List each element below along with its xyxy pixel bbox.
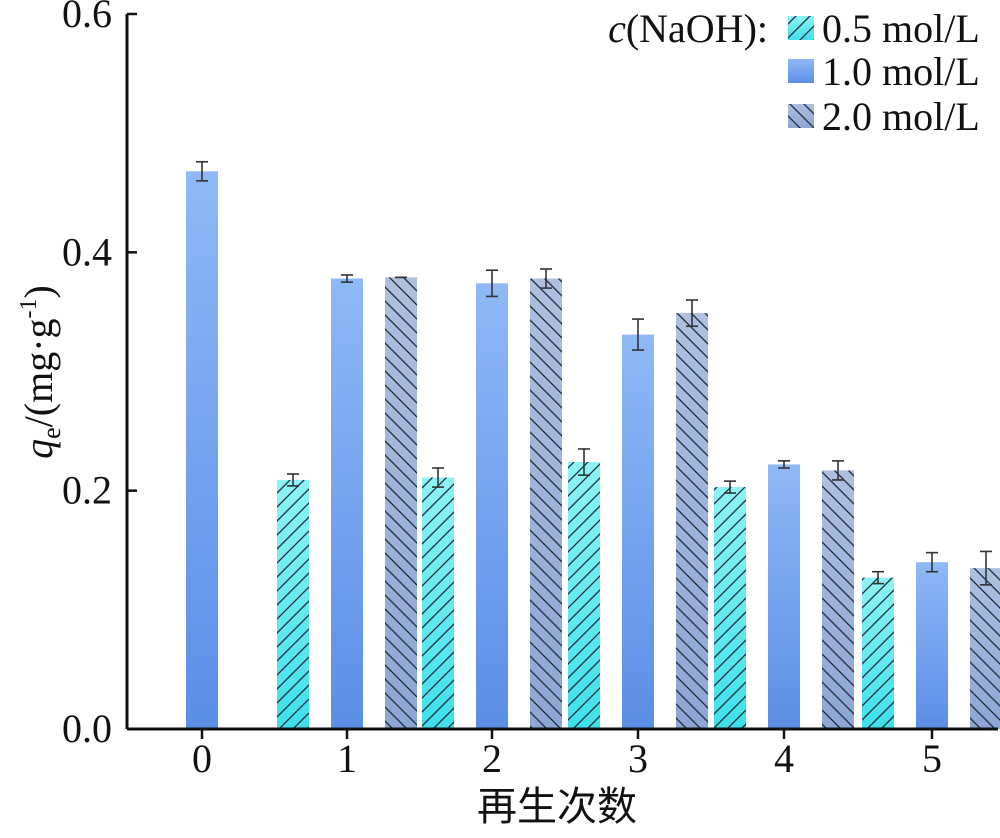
bar-1.0molL-0 bbox=[186, 171, 218, 730]
x-tick-label: 0 bbox=[192, 736, 212, 781]
bar-0.5molL-4 bbox=[714, 487, 746, 729]
bar-0.5molL-3 bbox=[568, 462, 600, 729]
bar-2.0molL-2 bbox=[530, 278, 562, 729]
bar-hatch bbox=[422, 477, 454, 729]
y-tick-label: 0.6 bbox=[62, 0, 112, 36]
error-bar bbox=[578, 448, 590, 476]
legend-item: 1.0 mol/L bbox=[788, 49, 980, 94]
legend-swatch-hatch bbox=[788, 104, 814, 128]
legend-swatch-hatch bbox=[788, 16, 814, 40]
y-axis-title: qe/(mg·g-1) bbox=[16, 285, 66, 459]
legend-title: c(NaOH): bbox=[608, 6, 768, 51]
bar-fill bbox=[331, 278, 363, 729]
error-bar bbox=[632, 318, 644, 351]
x-tick-label: 1 bbox=[337, 736, 357, 781]
y-tick-label: 0.2 bbox=[62, 468, 112, 513]
legend-swatch bbox=[788, 59, 814, 83]
bar-0.5molL-5 bbox=[862, 577, 894, 729]
error-bar bbox=[686, 299, 698, 328]
bar-fill bbox=[476, 283, 508, 729]
bar-hatch bbox=[970, 568, 1000, 729]
error-bar bbox=[980, 550, 992, 586]
bar-hatch bbox=[862, 577, 894, 729]
x-tick-label: 2 bbox=[482, 736, 502, 781]
error-bar bbox=[540, 268, 552, 289]
error-bar bbox=[287, 473, 299, 487]
bar-2.0molL-1 bbox=[385, 277, 417, 729]
bar-fill bbox=[622, 334, 654, 729]
bar-2.0molL-3 bbox=[676, 313, 708, 729]
bar-1.0molL-4 bbox=[768, 464, 800, 729]
bar-2.0molL-5 bbox=[970, 568, 1000, 729]
error-bar bbox=[832, 460, 844, 481]
legend-label: 2.0 mol/L bbox=[822, 94, 980, 139]
error-bar bbox=[432, 467, 444, 488]
bar-hatch bbox=[277, 479, 309, 729]
x-tick-label: 5 bbox=[922, 736, 942, 781]
bar-fill bbox=[186, 171, 218, 730]
error-bar bbox=[778, 460, 790, 469]
legend-label: 0.5 mol/L bbox=[822, 6, 980, 51]
bar-hatch bbox=[676, 313, 708, 729]
bar-1.0molL-1 bbox=[331, 278, 363, 729]
legend: c(NaOH): 0.5 mol/L1.0 mol/L2.0 mol/L bbox=[608, 6, 980, 139]
error-bar bbox=[486, 269, 498, 298]
x-ticks-group: 0 1 2 3 4 5 bbox=[192, 729, 942, 781]
error-bars-group bbox=[196, 160, 992, 586]
legend-items: 0.5 mol/L1.0 mol/L2.0 mol/L bbox=[788, 6, 980, 139]
legend-item: 0.5 mol/L bbox=[788, 6, 980, 51]
bar-0.5molL-1 bbox=[277, 479, 309, 729]
bar-0.5molL-2 bbox=[422, 477, 454, 729]
error-bar bbox=[196, 160, 208, 182]
bar-1.0molL-5 bbox=[916, 562, 948, 729]
bar-hatch bbox=[530, 278, 562, 729]
bar-1.0molL-2 bbox=[476, 283, 508, 729]
bar-2.0molL-4 bbox=[822, 470, 854, 729]
error-bar bbox=[724, 480, 736, 494]
legend-label: 1.0 mol/L bbox=[822, 49, 980, 94]
bars-group bbox=[186, 171, 1000, 730]
bar-1.0molL-3 bbox=[622, 334, 654, 729]
legend-item: 2.0 mol/L bbox=[788, 94, 980, 139]
x-axis-title: 再生次数 bbox=[477, 784, 637, 830]
x-tick-label: 4 bbox=[774, 736, 794, 781]
bar-hatch bbox=[822, 470, 854, 729]
bar-hatch bbox=[714, 487, 746, 729]
bar-hatch bbox=[385, 277, 417, 729]
bar-fill bbox=[916, 562, 948, 729]
bar-hatch bbox=[568, 462, 600, 729]
x-tick-label: 3 bbox=[628, 736, 648, 781]
error-bar bbox=[926, 551, 938, 573]
bar-fill bbox=[768, 464, 800, 729]
y-ticks-group: 0.0 0.2 0.4 0.6 bbox=[62, 0, 137, 751]
y-tick-label: 0.4 bbox=[62, 229, 112, 274]
error-bar bbox=[341, 274, 353, 283]
error-bar bbox=[872, 570, 884, 585]
y-tick-label: 0.0 bbox=[62, 706, 112, 751]
